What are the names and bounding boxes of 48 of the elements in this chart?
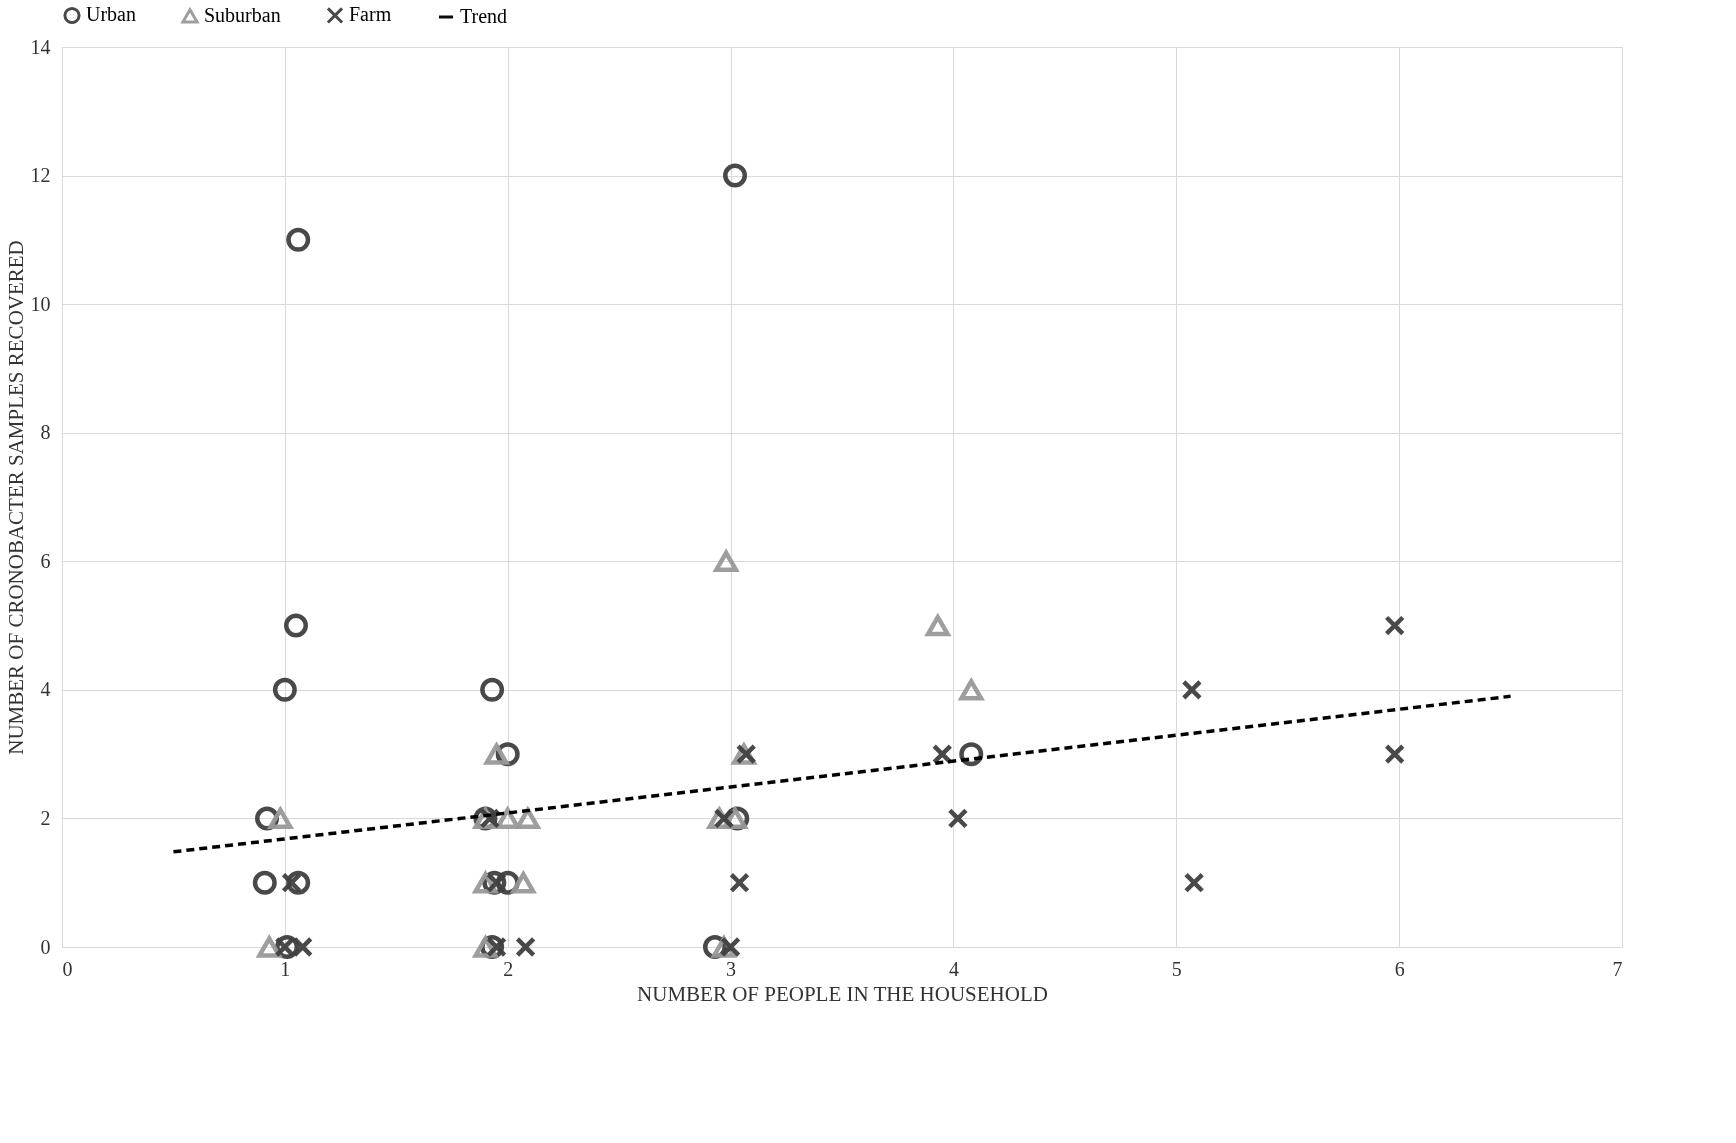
x-tick-label: 1 <box>280 957 291 980</box>
y-tick-label: 2 <box>40 806 51 829</box>
point <box>479 808 501 829</box>
point <box>947 808 969 829</box>
x-tick-label: 6 <box>1394 957 1405 980</box>
point <box>286 870 311 895</box>
point <box>1183 872 1205 894</box>
point <box>515 805 542 830</box>
point <box>729 872 750 894</box>
y-tick-label: 14 <box>30 35 51 58</box>
y-tick-label: 0 <box>40 935 51 958</box>
x-tick-label: 3 <box>726 957 737 980</box>
y-tick-label: 12 <box>30 164 51 187</box>
y-axis-title: NUMBER OF CRONOBACTER SAMPLES RECOVERED <box>3 240 28 755</box>
legend-label: Suburban <box>204 3 281 26</box>
point <box>473 936 498 958</box>
x-tick-label: 7 <box>1612 957 1623 980</box>
x-tick-label: 5 <box>1171 957 1182 980</box>
x-tick-label: 0 <box>62 957 73 980</box>
point <box>959 679 984 701</box>
point <box>257 936 282 958</box>
x-axis-title: NUMBER OF PEOPLE IN THE HOUSEHOLD <box>637 981 1048 1006</box>
point <box>511 872 536 894</box>
point <box>284 613 308 638</box>
point <box>713 808 735 829</box>
point <box>252 870 277 895</box>
point <box>480 677 505 702</box>
point <box>272 677 297 702</box>
point <box>1181 679 1203 701</box>
point <box>723 163 748 188</box>
legend-label: Trend <box>460 5 508 27</box>
point <box>515 936 536 958</box>
legend-label: Farm <box>349 3 392 26</box>
point <box>1384 743 1405 765</box>
y-tick-label: 8 <box>40 421 51 444</box>
point <box>495 805 520 830</box>
point <box>286 227 311 252</box>
y-tick-label: 10 <box>30 292 51 315</box>
x-tick-label: 4 <box>948 957 959 980</box>
point <box>925 614 950 637</box>
y-tick-label: 4 <box>40 678 51 701</box>
legend-label: Urban <box>86 3 136 26</box>
point <box>267 805 294 830</box>
x-tick-label: 2 <box>503 957 514 980</box>
point <box>1384 615 1405 636</box>
point <box>484 743 509 765</box>
point <box>281 872 302 894</box>
y-tick-label: 6 <box>40 549 51 572</box>
